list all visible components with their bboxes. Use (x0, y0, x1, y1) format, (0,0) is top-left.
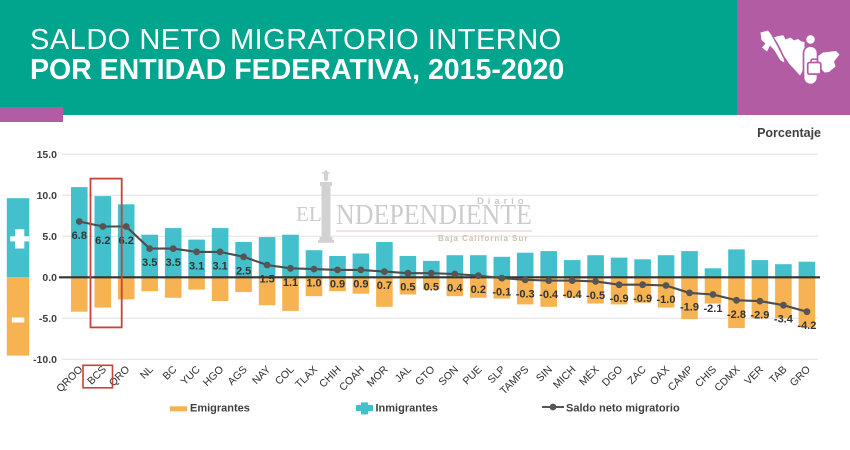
svg-text:0.7: 0.7 (377, 280, 392, 292)
svg-text:0.9: 0.9 (353, 278, 368, 290)
svg-text:ZAC: ZAC (625, 363, 649, 387)
svg-text:HGO: HGO (201, 364, 226, 389)
svg-text:10.0: 10.0 (37, 190, 58, 202)
svg-text:BC: BC (161, 363, 180, 382)
svg-text:-1.9: -1.9 (680, 301, 699, 313)
svg-text:-5.0: -5.0 (39, 313, 57, 325)
svg-text:JAL: JAL (393, 364, 414, 385)
svg-text:-3.4: -3.4 (774, 314, 794, 326)
svg-text:6.8: 6.8 (72, 230, 87, 242)
svg-text:3.5: 3.5 (166, 257, 181, 269)
svg-text:Saldo neto migratorio: Saldo neto migratorio (566, 402, 680, 414)
svg-text:-0.4: -0.4 (563, 289, 583, 301)
svg-text:Baja California Sur: Baja California Sur (438, 234, 529, 243)
svg-text:CAMP: CAMP (666, 364, 696, 394)
svg-text:DGO: DGO (600, 364, 625, 389)
svg-text:-0.3: -0.3 (516, 288, 535, 300)
svg-text:BCS: BCS (85, 364, 109, 388)
svg-text:CDMX: CDMX (712, 364, 742, 394)
svg-text:QRO: QRO (107, 364, 132, 389)
svg-text:COAH: COAH (337, 364, 367, 394)
svg-text:0.4: 0.4 (447, 283, 463, 295)
svg-text:NAY: NAY (250, 364, 273, 387)
svg-text:1.1: 1.1 (283, 277, 298, 289)
svg-text:-0.4: -0.4 (539, 289, 559, 301)
svg-text:6.2: 6.2 (95, 235, 110, 247)
svg-text:-2.9: -2.9 (750, 310, 769, 322)
svg-text:-0.5: -0.5 (586, 290, 605, 302)
svg-text:5.0: 5.0 (42, 231, 57, 243)
svg-text:1.5: 1.5 (259, 274, 274, 286)
svg-text:NDEPENDIENTE: NDEPENDIENTE (336, 200, 532, 231)
svg-text:-1.0: -1.0 (657, 294, 676, 306)
svg-text:-0.9: -0.9 (610, 293, 629, 305)
svg-text:3.1: 3.1 (189, 260, 204, 272)
svg-text:Inmigrantes: Inmigrantes (376, 402, 438, 414)
svg-text:-2.8: -2.8 (727, 309, 746, 321)
svg-text:YUC: YUC (179, 363, 203, 387)
svg-text:0.5: 0.5 (424, 282, 439, 294)
svg-text:0.0: 0.0 (42, 272, 57, 284)
svg-text:MOR: MOR (365, 363, 391, 389)
svg-text:MICH: MICH (551, 364, 578, 391)
svg-text:EL: EL (296, 202, 322, 226)
svg-text:MÉX: MÉX (576, 363, 601, 388)
svg-text:QROO: QROO (54, 364, 85, 395)
svg-text:3.5: 3.5 (142, 257, 157, 269)
svg-text:0.2: 0.2 (471, 284, 486, 296)
svg-text:VER: VER (742, 363, 766, 387)
svg-text:TLAX: TLAX (293, 364, 320, 391)
svg-text:0.5: 0.5 (400, 282, 415, 294)
svg-text:PUE: PUE (461, 364, 485, 388)
svg-text:2.5: 2.5 (236, 265, 251, 277)
svg-text:-0.9: -0.9 (633, 293, 652, 305)
svg-text:-2.1: -2.1 (704, 303, 723, 315)
svg-text:-4.2: -4.2 (797, 320, 816, 332)
svg-text:0.9: 0.9 (330, 278, 345, 290)
svg-text:GTO: GTO (413, 364, 437, 388)
svg-text:1.0: 1.0 (306, 278, 321, 290)
svg-text:Emigrantes: Emigrantes (190, 402, 250, 414)
svg-text:15.0: 15.0 (37, 149, 58, 161)
svg-text:TAB: TAB (767, 364, 789, 386)
svg-text:COL: COL (273, 364, 297, 388)
svg-text:-10.0: -10.0 (33, 354, 57, 366)
svg-text:Diario: Diario (477, 196, 529, 207)
svg-text:SON: SON (436, 364, 461, 389)
svg-text:-0.1: -0.1 (492, 287, 511, 299)
svg-text:NL: NL (138, 364, 156, 382)
svg-text:3.1: 3.1 (212, 260, 227, 272)
svg-text:AGS: AGS (226, 364, 250, 388)
svg-text:GRO: GRO (788, 364, 813, 389)
